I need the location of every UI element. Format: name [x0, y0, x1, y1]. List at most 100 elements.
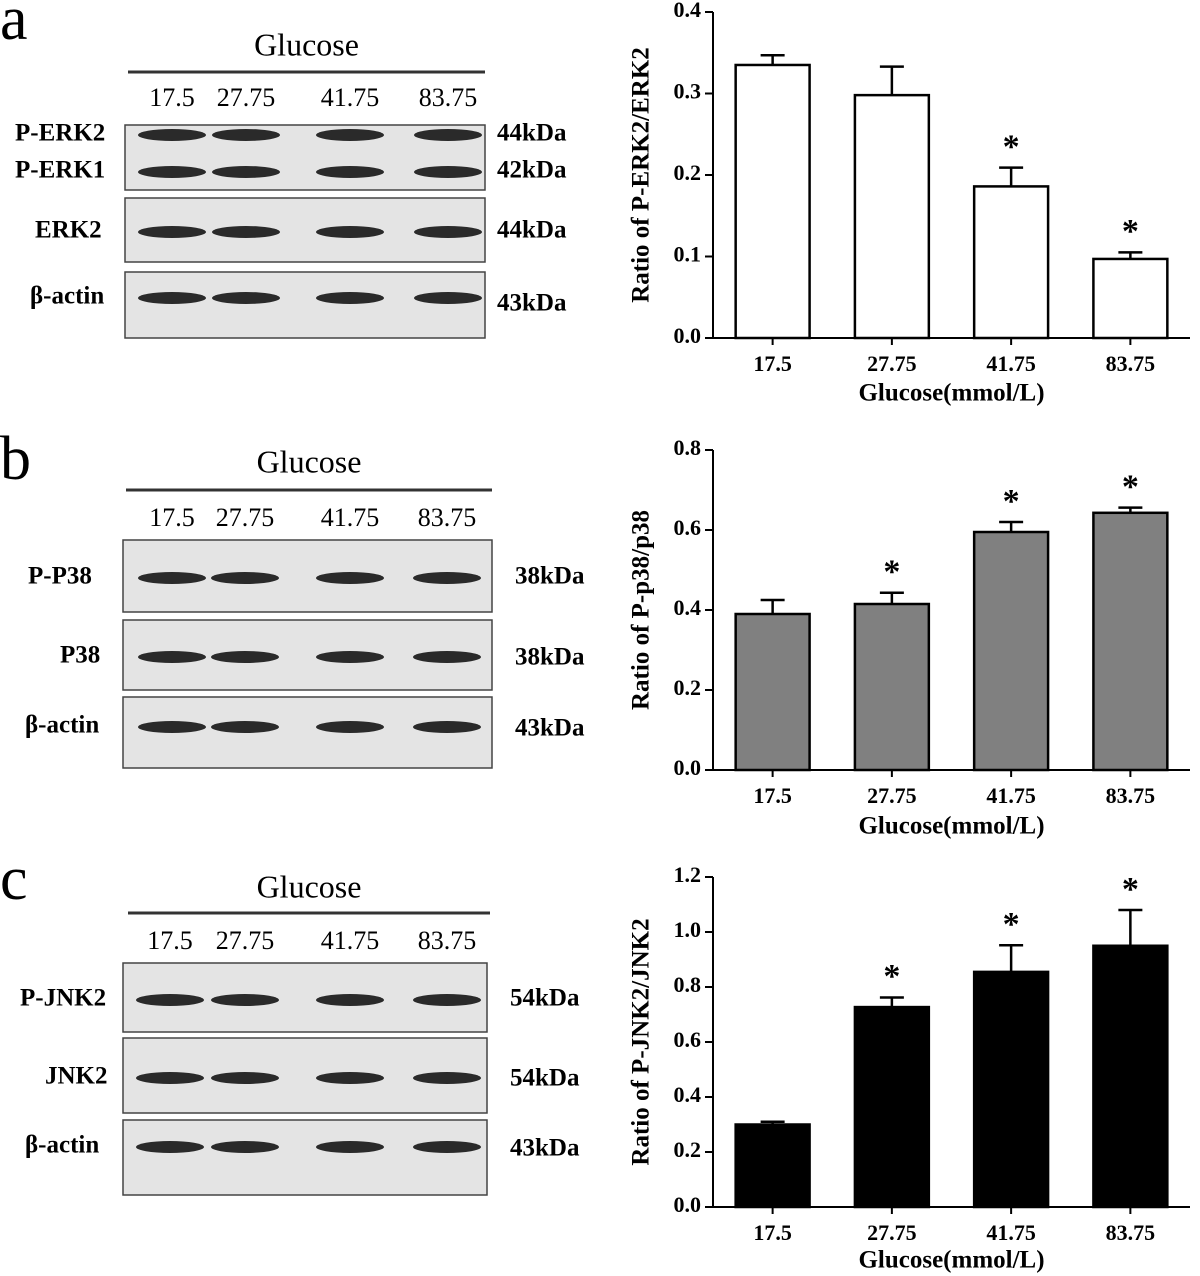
x-tick-label: 27.75	[867, 351, 917, 376]
y-tick-label: 1.0	[674, 917, 702, 942]
x-tick-label: 83.75	[1106, 783, 1156, 808]
x-tick-label: 17.5	[753, 783, 792, 808]
band	[414, 166, 482, 178]
y-tick-label: 0.4	[674, 595, 702, 620]
bar	[972, 185, 1050, 340]
band-size: 44kDa	[497, 217, 567, 244]
blot-title: Glucose	[254, 26, 359, 62]
band	[211, 572, 279, 584]
band-label: P-ERK2	[15, 120, 105, 147]
band	[136, 1072, 204, 1084]
error-bar	[1118, 506, 1143, 513]
bar	[853, 602, 931, 772]
y-axis-title: Ratio of P-JNK2/JNK2	[628, 918, 655, 1165]
error-bar	[999, 943, 1024, 972]
y-tick-label: 0.0	[674, 323, 702, 348]
band	[212, 226, 280, 238]
significance: *	[1122, 468, 1139, 505]
significance: *	[1122, 871, 1139, 908]
bar	[734, 63, 811, 340]
error-bar	[879, 65, 904, 96]
band	[414, 292, 482, 304]
significance: *	[1122, 213, 1139, 250]
error-bar	[879, 591, 904, 604]
band	[316, 226, 384, 238]
band-label: ERK2	[35, 217, 102, 244]
panel-label: a	[0, 0, 28, 53]
band	[316, 1141, 384, 1153]
band	[136, 994, 204, 1006]
band	[138, 572, 206, 584]
error-bar	[760, 598, 785, 614]
band	[211, 994, 279, 1006]
significance: *	[1003, 128, 1020, 165]
band-size: 43kDa	[510, 1135, 580, 1162]
band	[414, 129, 482, 141]
band	[414, 226, 482, 238]
band	[136, 1141, 204, 1153]
y-axis-title: Ratio of P-ERK2/ERK2	[628, 47, 655, 303]
x-tick-label: 41.75	[986, 1220, 1036, 1245]
band	[316, 651, 384, 663]
significance: *	[883, 958, 900, 995]
band	[138, 129, 206, 141]
error-bar	[1118, 251, 1143, 259]
lane-label: 27.75	[216, 926, 275, 955]
bar	[853, 93, 931, 340]
y-tick-label: 0.2	[674, 1137, 702, 1162]
blot-box	[124, 271, 486, 339]
band	[413, 651, 481, 663]
panel-label: b	[0, 425, 31, 493]
x-axis-title: Glucose(mmol/L)	[858, 380, 1044, 407]
band	[212, 292, 280, 304]
bar	[1092, 257, 1169, 340]
y-tick-label: 0.3	[674, 79, 702, 104]
lane-label: 41.75	[321, 503, 380, 532]
bar	[734, 1123, 811, 1209]
band-size: 54kDa	[510, 1065, 580, 1092]
band	[212, 129, 280, 141]
band-size: 54kDa	[510, 985, 580, 1012]
blot-box	[122, 1119, 488, 1196]
x-tick-label: 83.75	[1106, 351, 1156, 376]
band	[211, 1141, 279, 1153]
y-tick-label: 1.2	[674, 862, 702, 887]
x-tick-label: 17.5	[753, 351, 792, 376]
band	[138, 651, 206, 663]
error-bar	[999, 166, 1024, 187]
band-label: P-JNK2	[20, 985, 106, 1012]
band	[413, 1072, 481, 1084]
y-tick-label: 0.8	[674, 972, 702, 997]
band	[413, 994, 481, 1006]
y-tick-label: 0.1	[674, 242, 702, 267]
band	[316, 1072, 384, 1084]
y-tick-label: 0.0	[674, 755, 702, 780]
y-tick-label: 0.2	[674, 675, 702, 700]
band	[413, 1141, 481, 1153]
y-axis-title: Ratio of P-p38/p38	[628, 510, 655, 710]
bar	[853, 1005, 931, 1209]
band-size: 38kDa	[515, 644, 585, 671]
lane-label: 27.75	[217, 83, 276, 112]
significance: *	[1003, 906, 1020, 943]
x-tick-label: 83.75	[1106, 1220, 1156, 1245]
band	[316, 129, 384, 141]
y-tick-label: 0.4	[674, 1082, 702, 1107]
lane-label: 27.75	[216, 503, 275, 532]
band	[212, 166, 280, 178]
lane-label: 83.75	[419, 83, 478, 112]
error-bar	[760, 1120, 785, 1125]
x-tick-label: 27.75	[867, 783, 917, 808]
lane-label: 41.75	[321, 83, 380, 112]
panel-label: c	[0, 845, 28, 913]
y-tick-label: 0.4	[674, 0, 702, 22]
band-label: β-actin	[25, 1132, 99, 1159]
blot-title: Glucose	[257, 868, 362, 904]
band-label: JNK2	[45, 1063, 108, 1090]
lane-label: 17.5	[147, 926, 193, 955]
lane-label: 41.75	[321, 926, 380, 955]
band	[316, 994, 384, 1006]
lane-label: 17.5	[149, 503, 195, 532]
band-size: 38kDa	[515, 563, 585, 590]
band	[211, 651, 279, 663]
